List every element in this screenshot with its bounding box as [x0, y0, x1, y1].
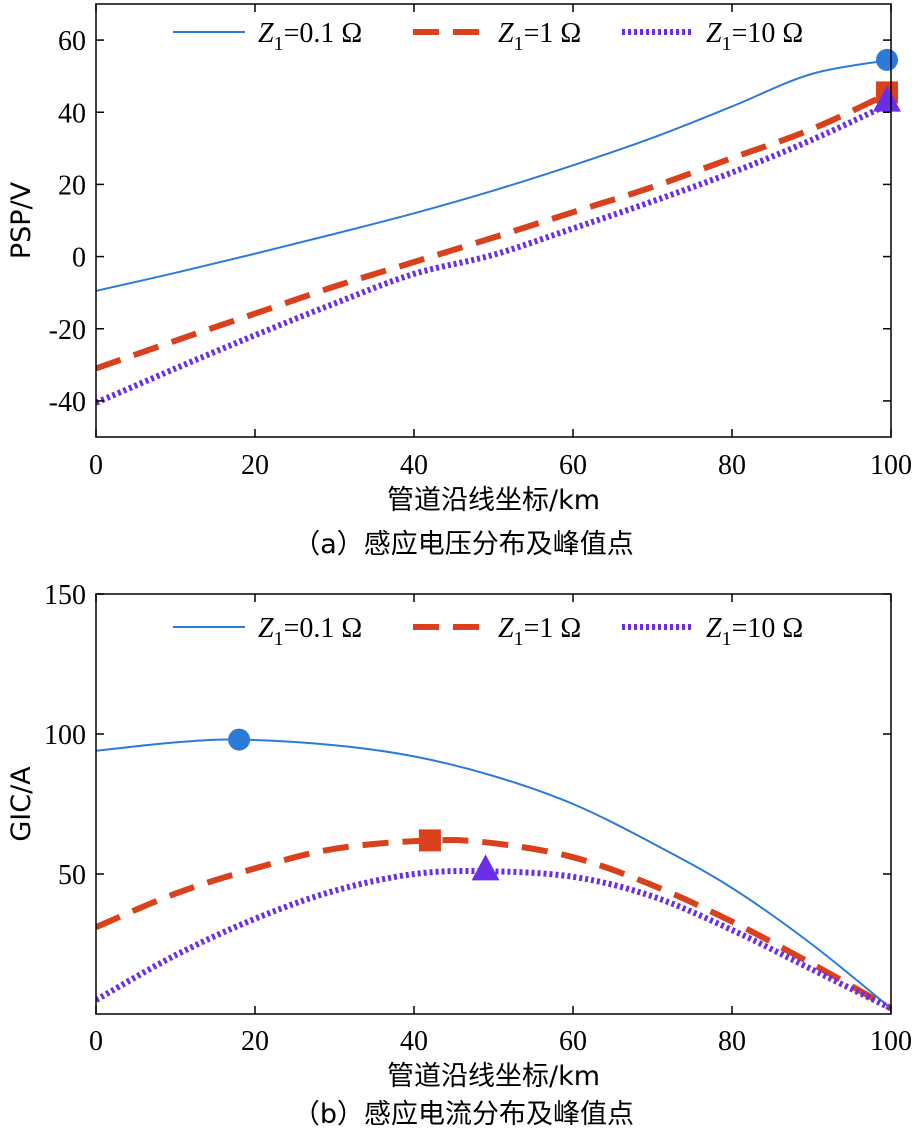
series-line-2: [96, 867, 891, 1012]
plot-frame: [95, 593, 892, 1015]
y-tick-label-4: 40: [58, 98, 86, 129]
series-line-2: [96, 100, 891, 406]
x-tick-label-2: 40: [400, 450, 428, 481]
x-tick-label-2: 40: [400, 1026, 428, 1057]
x-tick-label-1: 20: [241, 1026, 269, 1057]
legend-label-0: Z1=0.1 Ω: [258, 613, 362, 650]
y-tick-label-0: -40: [49, 387, 86, 418]
x-tick-label-4: 80: [718, 1026, 746, 1057]
peak-marker-0: [228, 728, 251, 751]
x-tick-label-3: 60: [559, 450, 587, 481]
legend-label-2: Z1=10 Ω: [706, 613, 803, 650]
peak-marker-1: [418, 829, 441, 852]
plot-frame: [95, 3, 892, 438]
panel-b: 0 20 40 60 80 100 50 100 150 管道沿线坐标/km GIC/A （b）感应电…: [6, 580, 912, 1130]
x-axis-title: 管道沿线坐标/km: [387, 485, 600, 516]
x-tick-label-4: 80: [718, 450, 746, 481]
legend-label-1: Z1=1 Ω: [498, 18, 581, 55]
peak-marker-2: [471, 854, 500, 881]
y-tick-label-2: 150: [44, 580, 86, 611]
y-axis-title: GIC/A: [6, 766, 37, 842]
y-tick-label-0: 50: [58, 860, 86, 891]
x-tick-label-5: 100: [870, 1026, 912, 1057]
x-tick-label-5: 100: [870, 450, 912, 481]
x-tick-label-1: 20: [241, 450, 269, 481]
x-tick-label-3: 60: [559, 1026, 587, 1057]
y-tick-label-1: 100: [44, 720, 86, 751]
panel-a: 0 20 40 60 80 100 -40 -20 0 20 40 60 管道沿线坐标/km PSP/V （…: [6, 3, 912, 560]
legend-label-1: Z1=1 Ω: [498, 613, 581, 650]
legend-label-0: Z1=0.1 Ω: [258, 18, 362, 55]
y-tick-label-1: -20: [49, 315, 86, 346]
y-tick-label-3: 20: [58, 170, 86, 201]
peak-marker-0: [876, 48, 899, 71]
x-tick-label-0: 0: [89, 450, 103, 481]
y-axis-title: PSP/V: [6, 181, 37, 259]
x-tick-label-0: 0: [89, 1026, 103, 1057]
y-tick-label-2: 0: [72, 243, 86, 274]
legend-label-2: Z1=10 Ω: [706, 18, 803, 55]
peak-marker-2: [873, 85, 902, 112]
y-tick-label-5: 60: [58, 26, 86, 57]
panel-caption: （a）感应电压分布及峰值点: [293, 529, 634, 560]
series-line-1: [96, 837, 891, 1012]
x-axis-title: 管道沿线坐标/km: [387, 1061, 600, 1092]
panel-caption: （b）感应电流分布及峰值点: [293, 1099, 634, 1130]
series-line-0: [96, 58, 891, 292]
series-line-1: [96, 89, 891, 372]
